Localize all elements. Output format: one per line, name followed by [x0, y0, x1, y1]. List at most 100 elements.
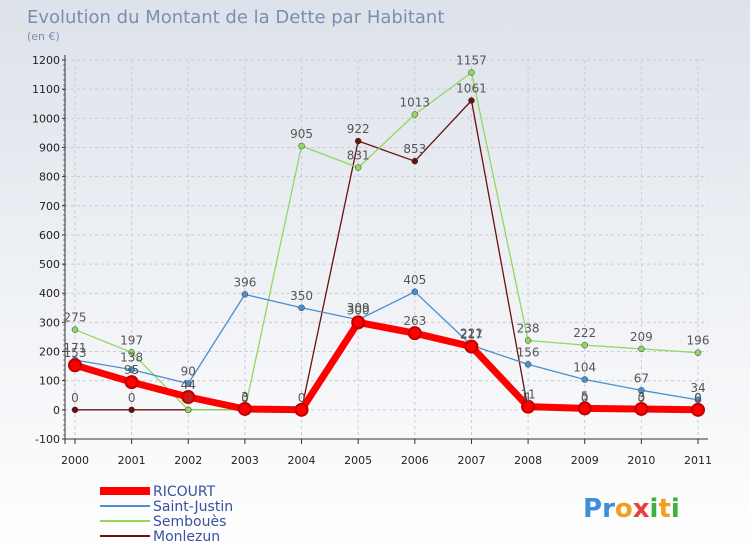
data-point — [411, 157, 419, 165]
data-label: 405 — [403, 273, 426, 287]
series-line-semboues — [74, 71, 699, 411]
data-label: 831 — [347, 149, 370, 163]
y-tick-label: 1200 — [32, 54, 60, 67]
data-label: 309 — [347, 301, 370, 315]
data-label: 197 — [120, 333, 143, 347]
series-line-ricourt — [73, 318, 699, 414]
data-label: 853 — [403, 142, 426, 156]
x-tick-label: 2000 — [61, 454, 89, 467]
y-tick-label: 500 — [39, 258, 60, 271]
x-tick-label: 2006 — [401, 454, 429, 467]
y-tick-label: 1100 — [32, 83, 60, 96]
data-label: 396 — [233, 275, 256, 289]
x-tick-label: 2002 — [174, 454, 202, 467]
data-point — [237, 401, 252, 416]
data-point — [521, 399, 536, 414]
chart-subtitle: (en €) — [27, 30, 60, 43]
axes: -100010020030040050060070080090010001100… — [32, 54, 712, 467]
data-point — [298, 142, 305, 150]
data-point — [468, 97, 475, 104]
y-tick-label: 100 — [39, 375, 60, 388]
data-point — [128, 366, 135, 373]
brand-letter: x — [633, 494, 650, 524]
x-tick-label: 2001 — [118, 454, 146, 467]
data-point — [298, 304, 305, 312]
legend-label: RICOURT — [153, 484, 216, 500]
data-label: 350 — [290, 289, 313, 303]
y-tick-label: 300 — [39, 316, 60, 329]
data-point — [581, 341, 588, 349]
data-label: 922 — [347, 122, 370, 136]
y-tick-label: 600 — [39, 229, 60, 242]
data-label: 153 — [64, 346, 87, 360]
legend-label: Sembouès — [153, 514, 226, 530]
brand-letter: i — [671, 494, 680, 524]
data-label: 0 — [581, 391, 589, 405]
data-label: 3 — [638, 390, 646, 404]
data-label: 0 — [298, 391, 306, 405]
data-point — [68, 358, 82, 373]
data-label: 34 — [690, 381, 705, 395]
data-label: 11 — [520, 388, 535, 402]
data-label: 156 — [517, 345, 540, 359]
y-tick-label: 1000 — [32, 112, 60, 125]
data-point — [294, 402, 309, 417]
x-tick-label: 2009 — [571, 454, 599, 467]
data-label: 222 — [573, 326, 596, 340]
data-label: 0 — [694, 391, 702, 405]
brand-letter: i — [650, 494, 659, 524]
data-point — [181, 390, 196, 405]
data-label: 104 — [573, 361, 596, 375]
data-label: 44 — [181, 378, 196, 392]
data-label: 0 — [184, 391, 192, 405]
data-label: 217 — [460, 328, 483, 342]
x-tick-label: 2008 — [514, 454, 542, 467]
data-point — [185, 406, 192, 414]
series-line-saint-justin — [74, 291, 699, 401]
brand-letter: P — [583, 494, 602, 524]
data-label: 138 — [120, 351, 143, 365]
data-point — [581, 376, 588, 383]
series-layer — [68, 69, 705, 417]
data-label: 263 — [403, 314, 426, 328]
x-tick-label: 2003 — [231, 454, 259, 467]
data-point — [71, 326, 79, 333]
data-point — [464, 339, 479, 354]
data-point — [694, 349, 702, 356]
data-point — [524, 361, 532, 368]
data-point — [128, 406, 135, 414]
data-point — [577, 401, 592, 416]
y-tick-label: 0 — [53, 404, 60, 417]
data-point — [124, 375, 139, 390]
x-tick-label: 2010 — [627, 454, 655, 467]
data-label: 0 — [638, 391, 646, 405]
brand-logo: Proxiti — [583, 494, 680, 524]
data-point — [185, 380, 192, 387]
grid — [65, 59, 708, 440]
data-label: 0 — [128, 391, 136, 405]
data-label: 1061 — [456, 82, 487, 96]
legend-label: Monlezun — [153, 529, 220, 545]
x-tick-label: 2011 — [684, 454, 712, 467]
legend-label: Saint-Justin — [153, 499, 233, 515]
y-tick-label: -100 — [35, 433, 60, 446]
data-point — [638, 387, 645, 394]
y-tick-label: 900 — [39, 141, 60, 154]
data-point — [354, 137, 362, 145]
data-point — [691, 402, 705, 417]
data-label: 1013 — [400, 96, 431, 110]
data-label: 300 — [347, 303, 370, 317]
data-point — [354, 164, 362, 171]
data-label: 196 — [687, 334, 710, 348]
data-label: 275 — [64, 311, 87, 325]
brand-letter: t — [658, 494, 670, 524]
data-point — [351, 315, 366, 330]
x-tick-label: 2007 — [457, 454, 485, 467]
data-label: 3 — [241, 390, 249, 404]
y-tick-label: 800 — [39, 171, 60, 184]
data-label: 1 — [524, 391, 532, 405]
data-label: 0 — [71, 391, 79, 405]
